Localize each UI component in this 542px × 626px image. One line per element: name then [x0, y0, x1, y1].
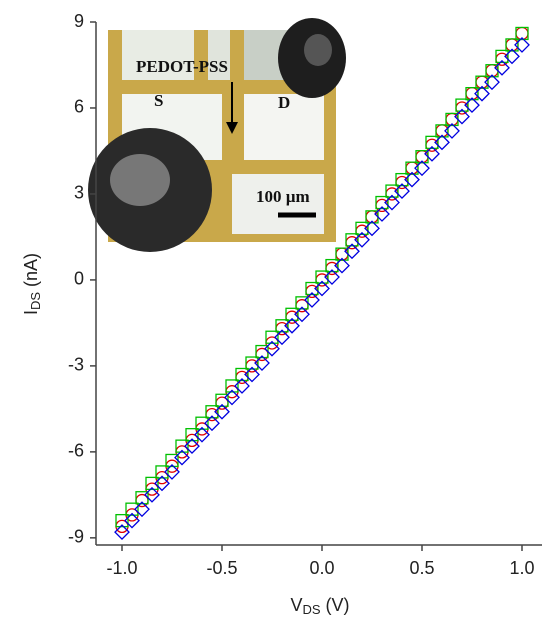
data-point	[505, 38, 519, 52]
y-tick-label: 3	[74, 183, 84, 203]
data-point	[474, 85, 490, 102]
data-point	[504, 48, 520, 65]
data-point	[174, 449, 190, 466]
data-point	[284, 317, 300, 334]
data-point	[285, 307, 299, 321]
data-point	[175, 439, 189, 453]
data-point	[405, 161, 419, 175]
y-tick-label: -9	[68, 527, 84, 547]
data-point	[225, 379, 239, 393]
data-point	[344, 243, 360, 260]
data-point	[185, 428, 199, 442]
data-point	[374, 206, 390, 222]
data-point	[205, 405, 219, 419]
data-point	[464, 97, 480, 114]
data-point	[245, 356, 259, 370]
x-axis-label: VDS (V)	[290, 595, 349, 618]
data-point	[314, 280, 330, 297]
data-point	[184, 438, 200, 455]
data-point	[144, 486, 160, 503]
data-point	[114, 524, 130, 541]
data-point	[455, 98, 469, 112]
x-tick-label: -0.5	[206, 558, 237, 578]
data-point	[484, 74, 500, 91]
x-tick-label: 0.0	[309, 558, 334, 578]
data-point	[325, 258, 339, 273]
data-point	[355, 221, 369, 235]
x-tick-label: 1.0	[509, 558, 534, 578]
data-point	[315, 270, 329, 284]
data-point	[494, 59, 510, 76]
data-point	[475, 75, 489, 89]
data-point	[434, 134, 450, 151]
data-point	[385, 184, 399, 198]
data-point	[134, 501, 150, 518]
data-point	[145, 476, 159, 491]
data-point	[514, 37, 530, 53]
data-point	[234, 378, 250, 394]
data-point	[305, 281, 319, 296]
data-point	[375, 195, 389, 210]
x-tick-label: 0.5	[409, 558, 434, 578]
data-point	[364, 220, 380, 237]
y-tick-label: -3	[68, 355, 84, 375]
inset-label: 100 µm	[256, 187, 310, 206]
data-point	[274, 329, 290, 346]
data-point	[204, 415, 220, 432]
data-point	[264, 340, 280, 357]
data-point	[495, 49, 509, 64]
data-point	[515, 26, 529, 41]
data-point	[214, 403, 230, 420]
y-axis-label: IDS(nA)	[21, 253, 44, 315]
data-point	[194, 426, 210, 443]
data-point	[414, 160, 430, 177]
data-point	[254, 355, 270, 371]
data-point	[394, 183, 410, 199]
data-point	[224, 389, 240, 406]
inset-label: PEDOT-PSS	[136, 57, 228, 76]
y-tick-label: 0	[74, 269, 84, 289]
data-point	[425, 135, 439, 150]
data-point	[324, 269, 340, 285]
data-point	[244, 366, 260, 383]
data-point	[465, 86, 479, 101]
data-point	[345, 233, 359, 247]
data-point	[435, 124, 449, 138]
y-tick-label: 9	[74, 11, 84, 31]
data-point	[404, 171, 420, 188]
inset-photo	[88, 18, 346, 252]
data-point	[155, 465, 169, 479]
data-point	[395, 172, 409, 187]
inset-label: D	[278, 93, 290, 112]
data-point	[235, 367, 249, 382]
data-point	[384, 194, 400, 211]
data-point	[444, 122, 460, 139]
data-point	[115, 513, 129, 528]
y-tick-label: 6	[74, 97, 84, 117]
data-point	[454, 108, 470, 125]
data-point	[424, 145, 440, 162]
data-point	[265, 330, 279, 344]
data-point	[354, 231, 370, 248]
data-point	[294, 306, 310, 323]
data-point	[154, 475, 170, 492]
data-point	[124, 512, 140, 529]
data-point	[195, 416, 209, 430]
data-point	[304, 292, 320, 308]
data-point	[164, 464, 180, 480]
data-point	[334, 257, 350, 274]
x-tick-label: -1.0	[106, 558, 137, 578]
data-point	[275, 319, 289, 333]
data-point	[125, 502, 139, 516]
inset-label: S	[154, 91, 163, 110]
y-tick-label: -6	[68, 441, 84, 461]
